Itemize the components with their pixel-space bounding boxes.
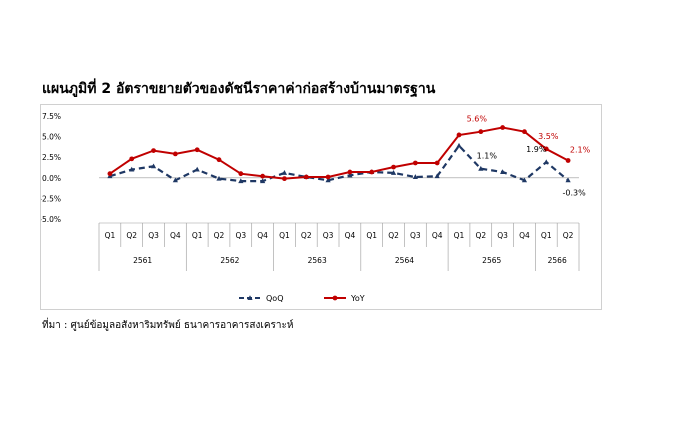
source-note: ที่มา : ศูนย์ข้อมูลอสังหาริมทรัพย์ ธนาคา… [42, 320, 294, 331]
data-point-yoy [172, 151, 178, 157]
x-tick-label: Q3 [323, 231, 334, 240]
chart-title: แผนภูมิที่ 2 อัตราขยายตัวของดัชนีราคาค่า… [42, 81, 436, 97]
data-point-yoy [478, 129, 484, 135]
x-tick-label: Q2 [475, 231, 486, 240]
data-point-yoy [260, 173, 266, 179]
chart-frame: 7.5% 5.0% 2.5% 0.0% -2.5% -5.0% Q1 Q2 Q3 Q4 Q1 Q2 Q… [40, 104, 602, 310]
y-axis: 7.5% 5.0% 2.5% 0.0% -2.5% -5.0% [41, 112, 61, 224]
data-point-yoy [194, 147, 200, 153]
data-point-yoy [107, 171, 113, 177]
x-tick-label: Q3 [148, 231, 159, 240]
legend-marker-yoy [332, 295, 338, 301]
data-point-yoy [456, 132, 462, 138]
y-tick-label: 0.0% [42, 174, 61, 183]
data-point-yoy [522, 129, 527, 135]
data-point-yoy [500, 125, 506, 130]
data-point-qoq [456, 142, 462, 148]
x-axis: Q1 Q2 Q3 Q4 Q1 Q2 Q3 Q4 Q1 Q2 Q3 Q4 Q1 Q2 Q3 Q4 Q1 Q2 Q3 Q4… [98, 177, 580, 271]
data-point-qoq [281, 170, 288, 175]
year-label: 2566 [548, 256, 567, 265]
y-tick-label: -2.5% [41, 194, 61, 203]
x-tick-label: Q2 [126, 231, 137, 240]
data-label-yoy: 5.6% [467, 115, 488, 124]
x-tick-label: Q1 [192, 231, 203, 240]
y-tick-label: 5.0% [42, 133, 61, 142]
data-point-qoq [412, 174, 418, 179]
x-tick-label: Q1 [454, 231, 465, 240]
data-point-qoq [129, 166, 135, 172]
y-tick-label: -5.0% [41, 215, 61, 224]
x-tick-label: Q1 [541, 231, 552, 240]
x-tick-label: Q3 [410, 231, 421, 240]
x-tick-label: Q1 [105, 231, 116, 240]
x-tick-label: Q2 [563, 231, 574, 240]
data-point-yoy [303, 174, 309, 180]
data-point-qoq [347, 172, 353, 178]
line-chart: 7.5%5.0%2.5%0.0%-2.5%-5.0% Q1 Q2 Q3 Q4 Q1 Q2 Q… [41, 112, 591, 303]
data-label-qoq: 1.1% [477, 152, 498, 161]
data-point-qoq [434, 173, 440, 179]
x-tick-label: Q4 [432, 231, 443, 240]
data-point-yoy [412, 160, 418, 166]
year-label: 2565 [482, 256, 501, 265]
legend-label-qoq: QoQ [266, 294, 284, 303]
data-point-yoy [369, 169, 375, 175]
data-label-yoy: 2.1% [570, 145, 591, 154]
legend-marker-qoq [247, 295, 253, 300]
data-point-yoy [325, 174, 331, 180]
year-label: 2563 [308, 256, 327, 265]
data-point-yoy [565, 158, 571, 163]
x-tick-label: Q1 [279, 231, 290, 240]
data-point-qoq [150, 163, 157, 169]
data-point-qoq [238, 178, 244, 184]
x-tick-label: Q3 [235, 231, 246, 240]
data-point-yoy [238, 171, 244, 177]
data-point-yoy [391, 164, 396, 170]
x-tick-label: Q4 [519, 231, 530, 240]
legend: QoQ YoY [239, 294, 365, 303]
data-point-qoq [521, 177, 528, 183]
series-layer [107, 125, 571, 184]
data-point-qoq [390, 170, 397, 175]
data-point-qoq [478, 165, 484, 171]
x-tick-label: Q4 [170, 231, 181, 240]
series-line-qoq [109, 143, 569, 183]
x-tick-label: Q4 [345, 231, 356, 240]
data-point-yoy [129, 156, 135, 162]
x-tick-label: Q2 [301, 231, 312, 240]
data-point-qoq [565, 177, 571, 183]
data-point-yoy [151, 148, 156, 154]
y-tick-label: 7.5% [42, 112, 61, 121]
x-tick-label: Q4 [257, 231, 268, 240]
data-labels: 1.1% 1.9% -0.3% 5.6% 3.5% 2.1% [467, 115, 591, 198]
x-tick-label: Q2 [388, 231, 399, 240]
data-point-qoq [325, 177, 331, 183]
data-point-yoy [347, 169, 353, 175]
x-tick-label: Q1 [366, 231, 377, 240]
data-point-qoq [194, 166, 200, 172]
x-tick-label: Q2 [214, 231, 225, 240]
data-point-yoy [216, 157, 222, 163]
data-point-qoq [543, 159, 549, 165]
year-label: 2561 [133, 256, 152, 265]
data-point-yoy [282, 176, 287, 182]
legend-label-yoy: YoY [350, 294, 365, 303]
year-label: 2562 [220, 256, 239, 265]
data-label-qoq: -0.3% [562, 188, 586, 197]
data-point-qoq [260, 178, 266, 184]
x-tick-label: Q3 [497, 231, 508, 240]
y-tick-label: 2.5% [42, 153, 61, 162]
data-point-qoq [216, 175, 222, 181]
series-line-yoy [109, 126, 569, 180]
data-label-yoy: 3.5% [538, 132, 559, 141]
data-point-yoy [543, 146, 549, 152]
data-point-qoq [500, 169, 506, 175]
year-label: 2564 [395, 256, 414, 265]
data-point-qoq [172, 177, 178, 183]
data-label-qoq: 1.9% [526, 145, 547, 154]
data-point-yoy [434, 160, 440, 166]
